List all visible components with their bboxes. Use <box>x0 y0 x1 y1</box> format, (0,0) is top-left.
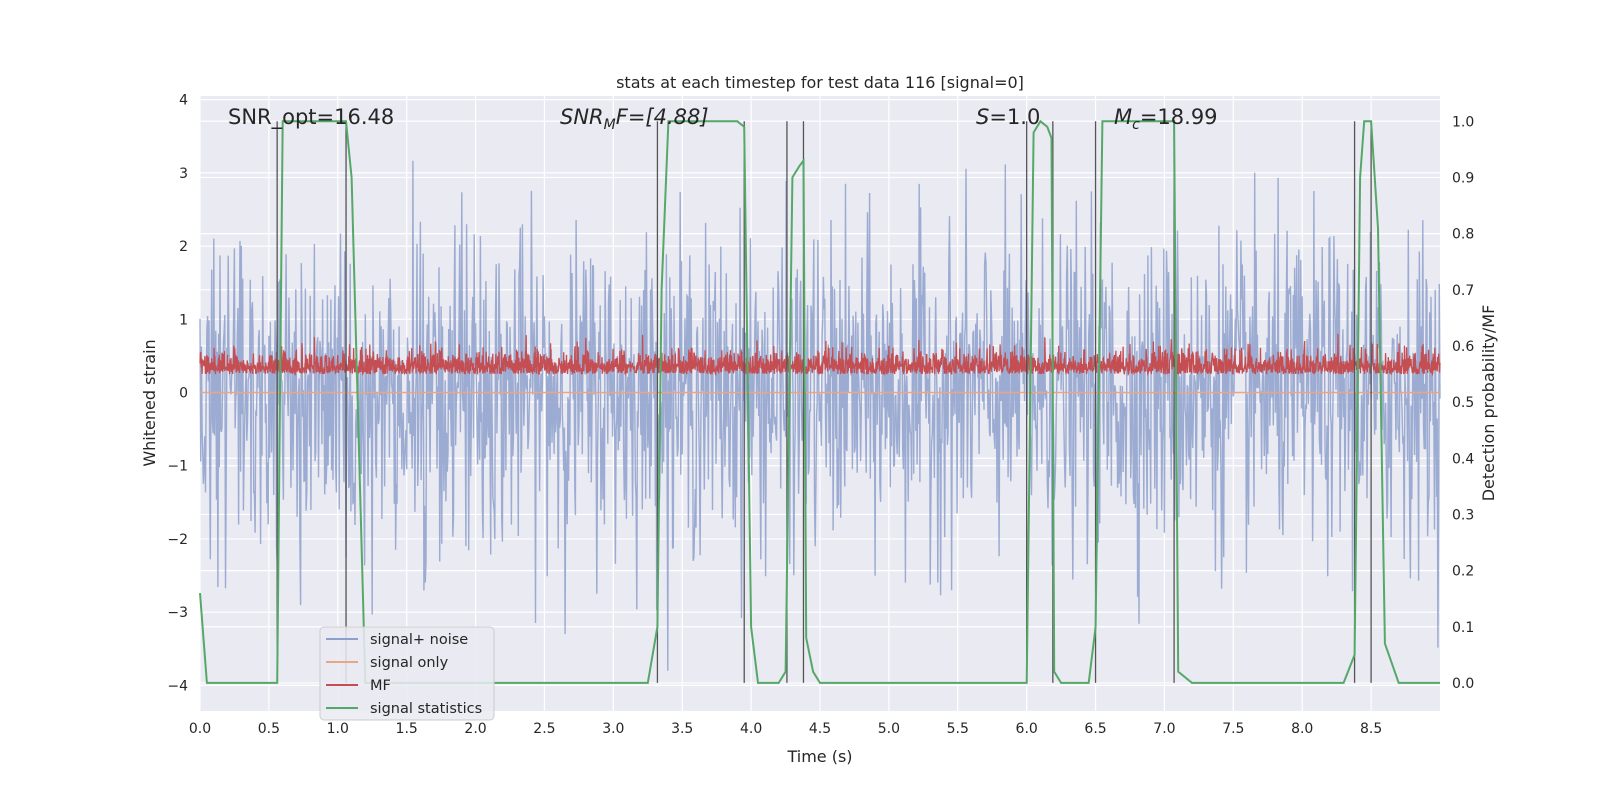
annotation-snr-mf-main: SNR <box>560 105 604 129</box>
x-tick-label-1: 0.5 <box>258 721 280 737</box>
annotation-mc-sub: c <box>1132 117 1140 133</box>
x-tick-label-8: 4.0 <box>740 721 762 737</box>
chart-title: stats at each timestep for test data 116… <box>616 73 1024 92</box>
legend-label-signal-statistics: signal statistics <box>370 701 482 717</box>
annotation-snr-opt: SNR_opt=16.48 <box>228 105 394 130</box>
annotation-snr-mf: SNRMF=[4.88] <box>560 105 709 133</box>
series-mf-line <box>199 333 1441 377</box>
x-tick-label-4: 2.0 <box>464 721 486 737</box>
legend-label-signal-only: signal only <box>370 655 449 671</box>
y2-tick-label-9: 0.1 <box>1452 620 1474 636</box>
x-tick-label-0: 0.0 <box>189 721 211 737</box>
y-tick-label-3: 1 <box>179 312 188 328</box>
y2-axis-label: Detection probability/MF <box>1479 305 1498 502</box>
series-signal-noise <box>199 160 1441 671</box>
y2-tick-label-1: 0.9 <box>1452 170 1474 186</box>
y2-tick-label-10: 0.0 <box>1452 676 1474 692</box>
series-signal-statistics-line <box>199 119 1440 684</box>
x-tick-label-2: 1.0 <box>327 721 349 737</box>
annotation-mc: Mc=18.99 <box>1114 105 1218 133</box>
x-tick-label-11: 5.5 <box>947 721 969 737</box>
annotation-s-main: S <box>976 105 989 129</box>
x-tick-label-16: 8.0 <box>1291 721 1313 737</box>
y-tick-label-1: 3 <box>179 166 188 182</box>
x-tick-label-13: 6.5 <box>1084 721 1106 737</box>
x-tick-label-3: 1.5 <box>396 721 418 737</box>
annotation-s-rest: =1.0 <box>989 105 1040 129</box>
y-axis-label: Whitened strain <box>140 339 159 466</box>
series-mf <box>199 333 1441 377</box>
legend-label-signal-noise: signal+ noise <box>370 632 468 648</box>
x-tick-label-9: 4.5 <box>809 721 831 737</box>
y-tick-label-6: −2 <box>167 532 188 548</box>
legend-label-mf: MF <box>370 678 391 694</box>
y2-tick-label-7: 0.3 <box>1452 507 1474 523</box>
x-tick-label-12: 6.0 <box>1016 721 1038 737</box>
x-tick-label-15: 7.5 <box>1222 721 1244 737</box>
x-tick-label-10: 5.0 <box>878 721 900 737</box>
series-signal-statistics <box>199 119 1440 684</box>
x-tick-label-6: 3.0 <box>602 721 624 737</box>
legend-box <box>319 626 495 721</box>
annotation-mc-rest: =18.99 <box>1140 105 1218 129</box>
y-tick-label-2: 2 <box>179 239 188 255</box>
annotation-s: S=1.0 <box>976 105 1040 129</box>
y-tick-label-8: −4 <box>167 678 188 694</box>
x-tick-label-17: 8.5 <box>1360 721 1382 737</box>
x-axis-label: Time (s) <box>786 747 852 766</box>
y2-tick-label-6: 0.4 <box>1452 451 1474 467</box>
annotation-mc-main: M <box>1114 105 1132 129</box>
tick-labels: 0.0 0.5 1.0 1.5 2.0 2.5 3.0 3.5 4.0 4.5 5.0 5.5 6.0 6… <box>167 93 1474 737</box>
x-tick-label-14: 7.0 <box>1153 721 1175 737</box>
y-tick-label-7: −3 <box>167 605 188 621</box>
annotation-snr-mf-sub: M <box>604 117 616 133</box>
y2-tick-label-3: 0.7 <box>1452 283 1474 299</box>
y2-tick-label-8: 0.2 <box>1452 564 1474 580</box>
y-tick-label-0: 4 <box>179 93 188 109</box>
y-tick-label-4: 0 <box>179 386 188 402</box>
x-tick-label-5: 2.5 <box>533 721 555 737</box>
series-signal-noise-line <box>199 160 1441 671</box>
y2-tick-label-5: 0.5 <box>1452 395 1474 411</box>
x-tick-label-7: 3.5 <box>671 721 693 737</box>
legend: signal+ noise signal only MF signal stat… <box>319 626 495 721</box>
y2-tick-label-2: 0.8 <box>1452 227 1474 243</box>
y2-tick-label-4: 0.6 <box>1452 339 1474 355</box>
annotation-snr-mf-rest: F=[4.88] <box>616 105 709 129</box>
y-tick-label-5: −1 <box>167 459 188 475</box>
y2-tick-label-0: 1.0 <box>1452 114 1474 130</box>
